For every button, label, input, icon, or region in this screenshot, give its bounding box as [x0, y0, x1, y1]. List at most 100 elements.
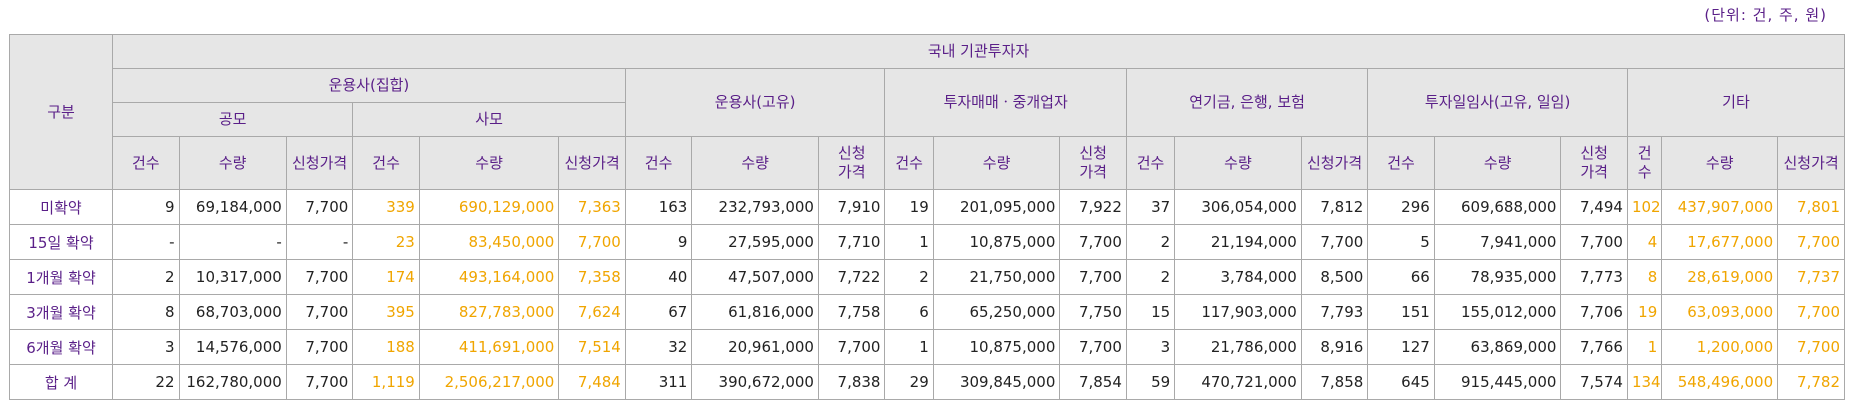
table-cell: 7,941,000	[1433, 224, 1562, 260]
table-cell: 548,496,000	[1661, 364, 1779, 400]
table-cell: 40	[624, 259, 693, 295]
col-header: 수량	[1433, 136, 1562, 190]
table-cell: 21,750,000	[932, 259, 1061, 295]
table-cell: 7,737	[1777, 259, 1845, 295]
table-cell: 7,700	[285, 259, 354, 295]
table-cell: 32	[624, 329, 693, 365]
table-cell: 7,766	[1560, 329, 1628, 365]
table-cell: 1,200,000	[1661, 329, 1779, 365]
table-cell: 155,012,000	[1433, 294, 1562, 330]
table-cell: 470,721,000	[1174, 364, 1302, 400]
table-cell: 9	[624, 224, 693, 260]
investor-demand-table: 구분 국내 기관투자자 운용사(집합) 운용사(고유) 투자매매ㆍ중개업자 연기…	[9, 34, 1846, 400]
table-cell: -	[178, 224, 287, 260]
table-cell: 19	[1626, 294, 1663, 330]
table-cell: 232,793,000	[691, 189, 819, 225]
table-cell: 7,922	[1059, 189, 1127, 225]
table-cell: 7,363	[558, 189, 626, 225]
table-cell: 163	[624, 189, 693, 225]
table-row: 6개월 확약 3 14,576,000 7,700 188 411,691,000 7,51…	[9, 329, 1845, 365]
table-cell: 7,858	[1300, 364, 1369, 400]
top-group-header: 국내 기관투자자	[112, 34, 1845, 69]
table-cell: 15	[1125, 294, 1176, 330]
table-cell: 9	[112, 189, 180, 225]
table-cell: 7,700	[285, 329, 354, 365]
table-cell: 7,574	[1560, 364, 1628, 400]
table-cell: 827,783,000	[418, 294, 560, 330]
table-cell: 10,875,000	[932, 329, 1061, 365]
table-cell: 1	[1626, 329, 1663, 365]
group-header: 투자매매ㆍ중개업자	[884, 68, 1127, 137]
table-cell: 8	[112, 294, 180, 330]
table-cell: 21,786,000	[1174, 329, 1302, 365]
table-cell: 27,595,000	[691, 224, 819, 260]
col-header: 신청 가격	[1560, 136, 1628, 190]
table-cell: 7,494	[1560, 189, 1628, 225]
row-label: 합 계	[9, 364, 113, 400]
col-header: 수량	[691, 136, 819, 190]
table-cell: 7,812	[1300, 189, 1369, 225]
table-cell: 162,780,000	[178, 364, 287, 400]
table-cell: 7,758	[817, 294, 886, 330]
table-cell: 59	[1125, 364, 1176, 400]
table-cell: 1	[884, 329, 934, 365]
table-cell: 7,700	[285, 294, 354, 330]
table-cell: 7,700	[1777, 224, 1845, 260]
table-cell: 10,875,000	[932, 224, 1061, 260]
group-header: 운용사(집합)	[112, 68, 626, 103]
table-cell: 7,801	[1777, 189, 1845, 225]
table-cell: 7,854	[1059, 364, 1127, 400]
table-cell: 83,450,000	[418, 224, 560, 260]
table-cell: -	[285, 224, 354, 260]
table-cell: 67	[624, 294, 693, 330]
table-cell: 7,700	[1059, 259, 1127, 295]
table-cell: 29	[884, 364, 934, 400]
table-cell: 151	[1367, 294, 1435, 330]
table-cell: 7,750	[1059, 294, 1127, 330]
table-cell: 61,816,000	[691, 294, 819, 330]
table-cell: 201,095,000	[932, 189, 1061, 225]
row-label: 미확약	[9, 189, 113, 225]
table-cell: 14,576,000	[178, 329, 287, 365]
col-header: 수량	[418, 136, 560, 190]
table-cell: 7,484	[558, 364, 626, 400]
col-header: 신청 가격	[817, 136, 886, 190]
table-cell: 7,793	[1300, 294, 1369, 330]
row-label: 15일 확약	[9, 224, 113, 260]
table-cell: 127	[1367, 329, 1435, 365]
table-cell: 102	[1626, 189, 1663, 225]
table-cell: 19	[884, 189, 934, 225]
table-cell: 7,700	[1777, 294, 1845, 330]
table-cell: 68,703,000	[178, 294, 287, 330]
col-header: 신청가격	[1777, 136, 1845, 190]
table-cell: 3	[112, 329, 180, 365]
group-header: 기타	[1626, 68, 1846, 137]
table-cell: 2	[112, 259, 180, 295]
col-header: 건수	[352, 136, 420, 190]
table-cell: 6	[884, 294, 934, 330]
col-header: 수량	[178, 136, 287, 190]
table-cell: 7,700	[1300, 224, 1369, 260]
table-cell: 63,869,000	[1433, 329, 1562, 365]
row-label: 6개월 확약	[9, 329, 113, 365]
table-cell: 1	[884, 224, 934, 260]
table-cell: 296	[1367, 189, 1435, 225]
table-cell: 23	[352, 224, 420, 260]
col-header: 건 수	[1626, 136, 1663, 190]
table-cell: 690,129,000	[418, 189, 560, 225]
table-cell: 7,838	[817, 364, 886, 400]
table-cell: 17,677,000	[1661, 224, 1779, 260]
table-cell: 117,903,000	[1174, 294, 1302, 330]
table-cell: 5	[1367, 224, 1435, 260]
table-cell: 69,184,000	[178, 189, 287, 225]
table-row: 3개월 확약 8 68,703,000 7,700 395 827,783,000 7,62…	[9, 294, 1845, 330]
unit-note: (단위: 건, 주, 원)	[1704, 6, 1827, 24]
row-label: 3개월 확약	[9, 294, 113, 330]
table-cell: 645	[1367, 364, 1435, 400]
table-cell: 7,700	[558, 224, 626, 260]
table-cell: 66	[1367, 259, 1435, 295]
table-row: 15일 확약 - - -23 83,450,000 7,700 9 27,595,000 7,7…	[9, 224, 1845, 260]
col-header: 건수	[112, 136, 180, 190]
subgroup-header: 공모	[111, 102, 354, 137]
table-cell: 65,250,000	[932, 294, 1061, 330]
